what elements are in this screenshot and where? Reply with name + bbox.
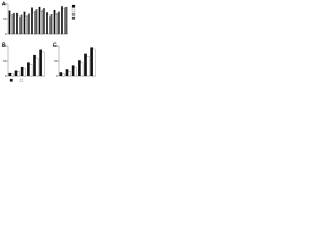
- bar: [46, 12, 48, 35]
- bar: [13, 12, 15, 35]
- bar: [47, 14, 50, 35]
- y-tick-label: 0: [5, 74, 7, 78]
- bar: [19, 17, 21, 35]
- y-tick-label: 0: [5, 32, 7, 36]
- bar: [35, 57, 39, 77]
- bar: [92, 48, 96, 77]
- bar: [78, 60, 81, 77]
- bar: [17, 71, 20, 77]
- y-tick-label: 100: [52, 44, 57, 48]
- bar: [26, 15, 29, 35]
- legend-swatch: [71, 4, 76, 8]
- bar: [68, 71, 71, 77]
- bar: [62, 8, 65, 35]
- bar: [8, 10, 11, 35]
- bar: [8, 72, 12, 77]
- bar: [31, 7, 33, 35]
- bar: [28, 13, 30, 35]
- bar: [20, 66, 24, 77]
- bar: [74, 67, 77, 77]
- bar: [23, 68, 26, 77]
- bar: [86, 56, 90, 77]
- bar: [11, 14, 14, 35]
- legend-swatch: [19, 78, 23, 82]
- bar: [10, 73, 14, 77]
- bar: [84, 53, 87, 77]
- legend-swatch: [71, 16, 76, 20]
- bar: [38, 6, 41, 35]
- y-tick-label: 50: [54, 59, 58, 63]
- bar: [17, 15, 20, 35]
- panel-label: C: [53, 42, 57, 48]
- bar: [32, 12, 35, 35]
- panel-label: B: [2, 42, 6, 48]
- bar: [14, 70, 18, 77]
- panel-label: A: [2, 1, 6, 7]
- bar: [34, 11, 36, 35]
- y-tick-label: 100: [1, 2, 6, 6]
- bar: [25, 16, 27, 35]
- bar: [39, 49, 43, 77]
- bar: [80, 62, 84, 77]
- bar: [56, 12, 59, 35]
- bar: [65, 6, 68, 35]
- bar: [41, 51, 45, 77]
- bar: [59, 72, 63, 77]
- legend-swatch: [9, 78, 13, 82]
- bar: [61, 73, 65, 77]
- bar: [55, 14, 57, 35]
- y-tick-label: 100: [1, 44, 6, 48]
- bar: [27, 62, 30, 77]
- bar: [23, 11, 26, 35]
- legend-swatch: [71, 12, 76, 16]
- bar: [50, 14, 53, 35]
- bar: [90, 47, 94, 77]
- bar: [41, 9, 44, 35]
- y-tick-label: 50: [3, 17, 7, 21]
- bar: [10, 15, 12, 35]
- bar: [29, 64, 33, 77]
- bar: [71, 65, 75, 77]
- bar: [40, 11, 42, 35]
- bar: [43, 8, 45, 35]
- bar: [20, 14, 23, 35]
- bar: [16, 12, 18, 35]
- y-tick-label: 50: [3, 59, 7, 63]
- bar: [53, 9, 56, 35]
- bar: [61, 6, 63, 35]
- bar: [49, 16, 51, 35]
- bar: [64, 7, 66, 35]
- bar: [58, 11, 60, 35]
- y-tick-label: 0: [56, 74, 58, 78]
- legend-swatch: [71, 8, 76, 12]
- bar: [65, 69, 69, 77]
- bar: [33, 54, 36, 77]
- bar: [35, 9, 38, 35]
